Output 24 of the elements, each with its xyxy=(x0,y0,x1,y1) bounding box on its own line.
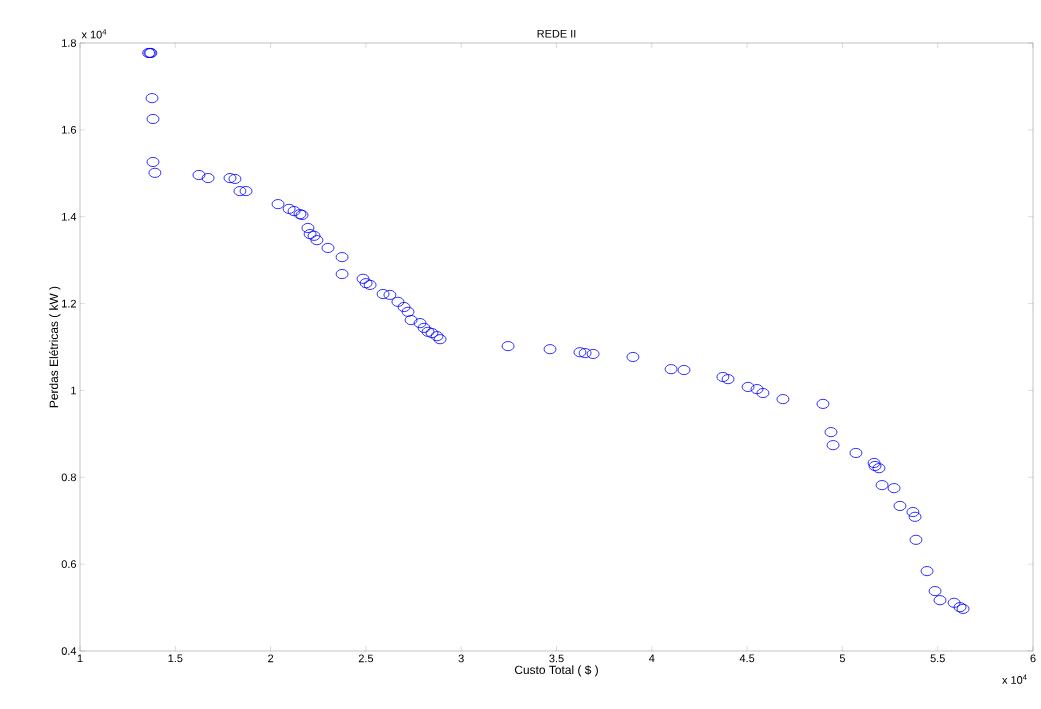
y-tick-label: 1.8 xyxy=(62,39,76,47)
text: x 10$^{4}$ xyxy=(81,29,107,39)
x-tick-label: 3 xyxy=(458,654,464,663)
y-tick-label: 1.2 xyxy=(62,299,76,308)
x-tick-label: 2 xyxy=(268,654,274,663)
chart-title: REDE II xyxy=(537,29,576,38)
y-tick-label: 0.6 xyxy=(61,560,76,569)
x-tick-label: 5 xyxy=(839,654,845,663)
x-tick-label: 4 xyxy=(649,654,655,663)
y-tick-label: 1 xyxy=(71,386,76,395)
y-axis-title: Perdas Elétricas ( kW ) xyxy=(49,286,61,408)
y-tick-label: 1.4 xyxy=(62,212,77,221)
x-tick-label: 6 xyxy=(1030,654,1036,663)
text: x 10$^{4}$ xyxy=(1002,674,1027,684)
x-tick-label: 4.5 xyxy=(739,654,755,663)
y-tick-label: 0.4 xyxy=(61,647,77,655)
x-tick-label: 2.5 xyxy=(358,654,374,663)
x-axis-title: Custo Total ( $ ) xyxy=(514,665,598,677)
y-tick-label: 1.6 xyxy=(62,125,76,134)
x-tick-label: 1.5 xyxy=(168,654,183,663)
x-tick-label: 1 xyxy=(77,654,83,663)
y-tick-label: 0.8 xyxy=(61,473,76,482)
x-tick-label: 3.5 xyxy=(549,654,564,663)
x-tick-label: 5.5 xyxy=(930,654,945,663)
